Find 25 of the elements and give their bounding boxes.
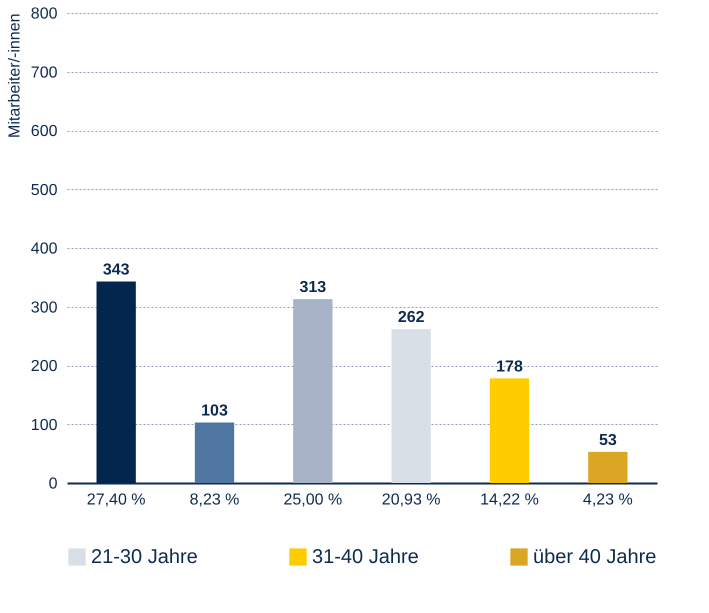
x-tick-label: 27,40 % [86,492,146,508]
x-tick-label: 8,23 % [190,492,240,508]
x-tick-label: 4,23 % [582,492,633,508]
y-tick-label: 200 [30,358,58,375]
y-tick-label: 800 [30,6,58,22]
y-tick-label: 0 [48,476,58,492]
data-label: 343 [102,261,130,278]
y-tick-label: 700 [30,64,58,82]
y-axis-title: Mitarbeiter/-innen [6,14,24,138]
y-tick-label: 300 [30,299,58,316]
legend-label: über 40 Jahre [533,546,656,568]
y-tick-label: 400 [30,240,58,258]
x-tick-label: 25,00 % [283,492,342,508]
data-label: 178 [496,358,523,376]
data-label: 103 [201,402,228,420]
data-label: 262 [398,309,425,326]
legend-label: 21-30 Jahre [91,546,198,568]
data-label: 53 [598,432,617,449]
y-tick-label: 500 [30,182,58,199]
y-tick-label: 600 [30,123,58,140]
x-tick-label: 14,22 % [480,492,539,508]
y-tick-label: 100 [30,416,58,434]
data-label: 313 [299,279,326,296]
x-tick-label: 20,93 % [382,492,441,508]
legend-label: 31-40 Jahre [312,546,419,568]
